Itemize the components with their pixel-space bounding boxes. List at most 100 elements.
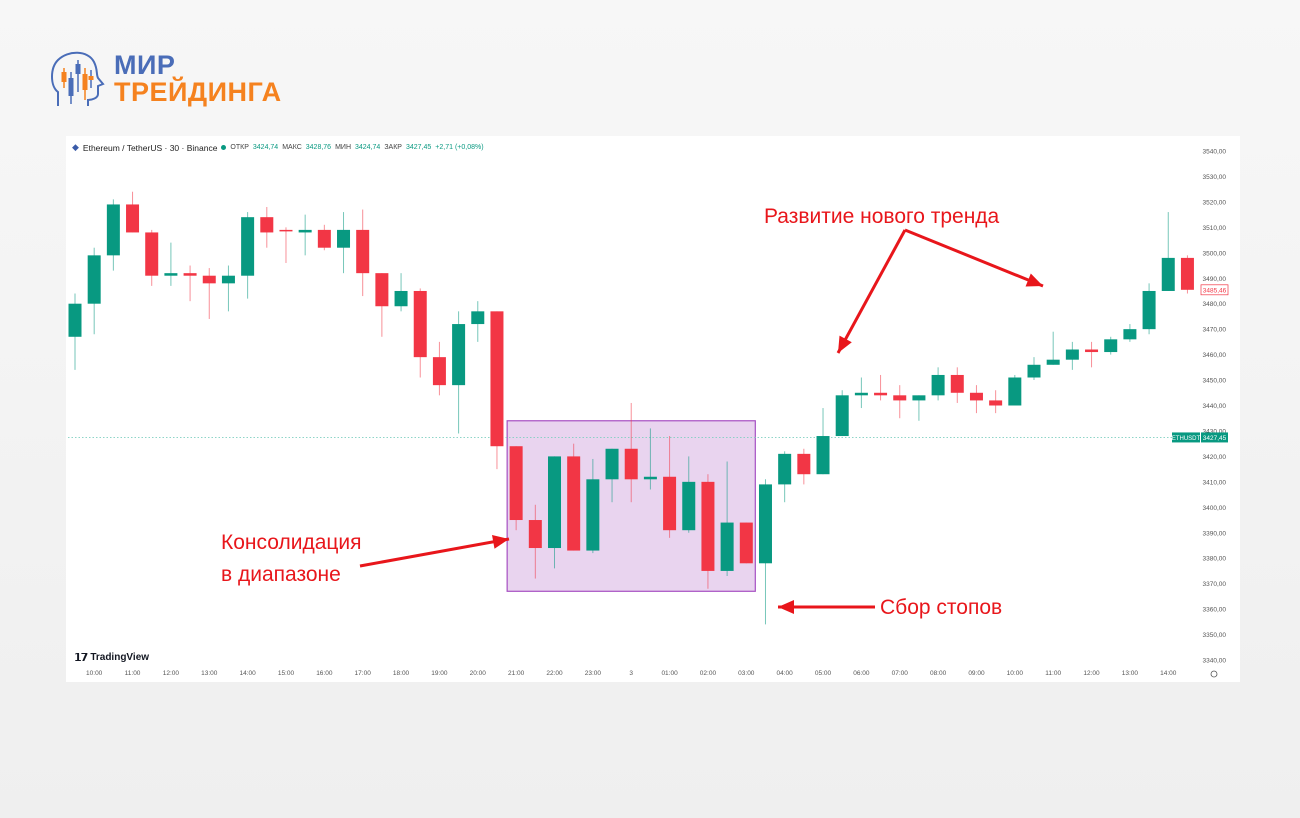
candle-bearish — [969, 392, 983, 401]
candle-bearish — [509, 446, 523, 521]
candle-bullish — [106, 204, 120, 256]
x-tick-label: 3 — [629, 670, 633, 677]
y-tick-label: 3450,00 — [1203, 378, 1227, 385]
y-tick-label: 3380,00 — [1203, 556, 1227, 563]
x-tick-label: 05:00 — [815, 670, 832, 677]
y-tick-label: 3390,00 — [1203, 530, 1227, 537]
low-value: 3424,74 — [355, 144, 381, 151]
candle-bearish — [126, 204, 140, 233]
y-tick-label: 3480,00 — [1203, 301, 1227, 308]
arrow-trend-1-shaft — [836, 229, 907, 354]
y-tick-label: 3470,00 — [1203, 327, 1227, 334]
y-tick-label: 3430,00 — [1203, 428, 1227, 435]
arrow-stops-head-icon — [778, 600, 794, 614]
y-tick-label: 3400,00 — [1203, 505, 1227, 512]
candle-bearish — [1180, 257, 1194, 290]
candle-bullish — [605, 448, 619, 480]
x-tick-label: 19:00 — [431, 670, 448, 677]
y-tick-label: 3420,00 — [1203, 454, 1227, 461]
candle-bearish — [701, 481, 715, 571]
open-value: 3424,74 — [252, 144, 279, 151]
y-tick-label: 3440,00 — [1203, 403, 1227, 410]
candle-bullish — [778, 453, 792, 485]
current-price-value: 3485,46 — [1203, 287, 1227, 294]
x-tick-label: 13:00 — [201, 670, 218, 677]
candle-bullish — [1142, 290, 1156, 330]
settings-gear-icon — [1210, 670, 1218, 678]
candle-bearish — [874, 392, 888, 396]
candle-bullish — [68, 303, 82, 337]
y-tick-label: 3350,00 — [1203, 632, 1227, 639]
candle-bullish — [548, 456, 561, 549]
symbol-price-tag — [1172, 432, 1200, 443]
annotation-stops: Сбор стопов — [880, 596, 1003, 619]
candle-bullish — [835, 395, 849, 437]
low-label: МИН — [335, 144, 351, 151]
x-tick-label: 15:00 — [278, 670, 295, 677]
x-tick-label: 11:00 — [1045, 670, 1061, 677]
arrow-consolidation-shaft — [359, 537, 510, 568]
current-price-tag — [1200, 284, 1229, 296]
x-tick-label: 04:00 — [777, 670, 794, 677]
y-tick-label: 3370,00 — [1203, 581, 1227, 588]
candle-bearish — [490, 311, 504, 447]
candle-bullish — [1104, 339, 1118, 353]
symbol-tag-label: ETHUSDT — [1172, 436, 1201, 442]
candle-bearish — [279, 229, 293, 232]
x-tick-label: 18:00 — [393, 670, 410, 677]
candle-bearish — [950, 374, 964, 393]
y-tick-label: 3460,00 — [1203, 352, 1227, 359]
candle-bullish — [1065, 349, 1079, 360]
candle-bearish — [663, 476, 677, 531]
candle-bullish — [87, 255, 101, 304]
annotation-consolidation-line1: Консолидация — [221, 531, 362, 554]
arrow-consolidation-head-icon — [492, 534, 509, 549]
x-tick-label: 14:00 — [239, 670, 256, 677]
open-label: ОТКР — [230, 144, 249, 151]
candle-bullish — [1027, 364, 1041, 378]
x-tick-label: 10:00 — [86, 670, 103, 677]
x-tick-label: 07:00 — [892, 670, 909, 677]
ethereum-icon: ◆ — [72, 142, 79, 152]
candle-bullish — [471, 311, 485, 325]
high-label: МАКС — [282, 144, 302, 151]
x-tick-label: 09:00 — [968, 670, 985, 677]
candle-bullish — [931, 374, 945, 396]
candle-bullish — [394, 290, 408, 307]
candle-bearish — [356, 229, 370, 274]
x-tick-label: 23:00 — [585, 670, 602, 677]
candle-bullish — [586, 479, 600, 551]
candle-bullish — [854, 392, 868, 396]
close-value: 3427,45 — [405, 144, 432, 151]
arrow-trend-2-head-icon — [1025, 273, 1043, 287]
candle-bearish — [183, 273, 197, 276]
symbol-title[interactable]: Ethereum / TetherUS · 30 · Binance — [82, 142, 218, 153]
candle-bullish — [1123, 329, 1137, 340]
market-status-icon — [221, 145, 227, 150]
y-tick-label: 3360,00 — [1203, 607, 1227, 614]
x-tick-label: 02:00 — [700, 670, 717, 677]
candle-bullish — [643, 476, 657, 480]
last-price-tag — [1201, 432, 1228, 443]
y-tick-label: 3410,00 — [1203, 479, 1227, 486]
y-tick-label: 3500,00 — [1203, 250, 1227, 257]
candle-bearish — [893, 395, 907, 401]
candle-bearish — [202, 275, 216, 284]
candle-bullish — [720, 522, 734, 571]
x-tick-label: 08:00 — [930, 670, 947, 677]
x-tick-label: 12:00 — [1083, 670, 1100, 677]
x-tick-label: 20:00 — [470, 670, 487, 677]
brand-line1: МИР — [114, 50, 176, 80]
candle-bearish — [375, 273, 389, 307]
candle-bearish — [145, 232, 159, 276]
annotation-trend: Развитие нового тренда — [764, 205, 1000, 228]
candle-bearish — [1085, 349, 1099, 353]
x-tick-label: 12:00 — [163, 670, 180, 677]
close-label: ЗАКР — [384, 144, 402, 151]
brand-logo: МИР ТРЕЙДИНГА — [48, 48, 282, 110]
candle-bullish — [816, 436, 830, 475]
x-tick-label: 22:00 — [546, 670, 563, 677]
y-tick-label: 3530,00 — [1203, 174, 1227, 181]
change-value: +2,71 (+0,08%) — [435, 144, 484, 151]
